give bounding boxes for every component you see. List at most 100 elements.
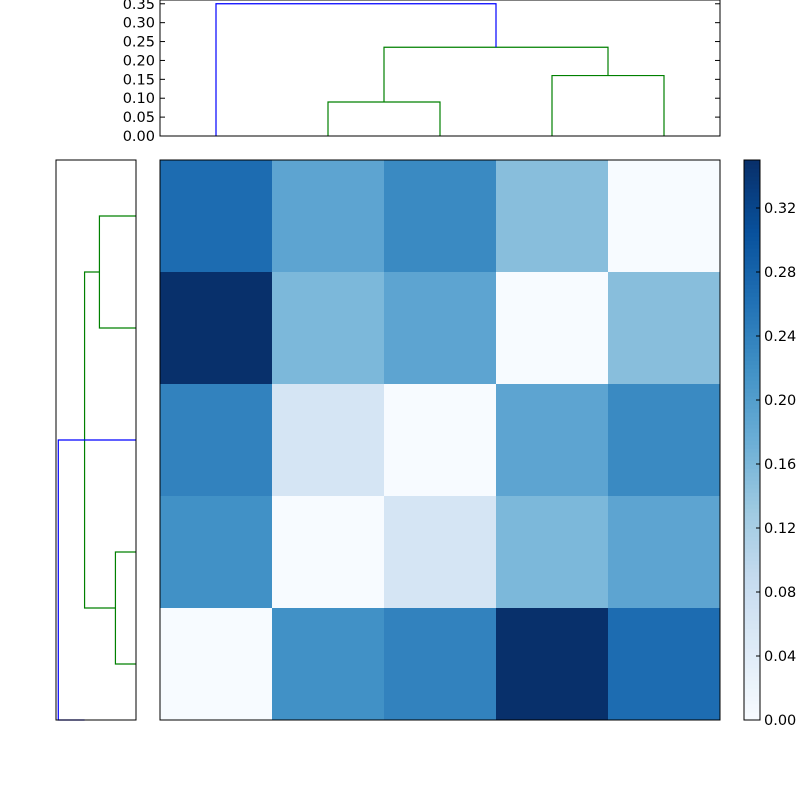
- heatmap-cell-r3-c2: [384, 496, 497, 609]
- colorbar-segment: [744, 700, 760, 705]
- colorbar-segment: [744, 528, 760, 533]
- colorbar-segment: [744, 712, 760, 717]
- colorbar-segment: [744, 628, 760, 633]
- colorbar-segment: [744, 540, 760, 545]
- heatmap: [159, 159, 721, 721]
- colorbar-segment: [744, 284, 760, 289]
- heatmap-cell-r3-c0: [160, 496, 273, 609]
- colorbar-tick-label: 0.00: [764, 713, 796, 729]
- heatmap-cell-r0-c1: [272, 160, 385, 273]
- colorbar-segment: [744, 492, 760, 497]
- colorbar-segment: [744, 696, 760, 701]
- colorbar-segment: [744, 488, 760, 493]
- top-dendrogram-frame: [159, 0, 721, 137]
- colorbar-segment: [744, 268, 760, 273]
- colorbar-segment: [744, 600, 760, 605]
- colorbar-segment: [744, 680, 760, 685]
- colorbar-segment: [744, 172, 760, 177]
- colorbar-segment: [744, 276, 760, 281]
- colorbar-segment: [744, 464, 760, 469]
- colorbar-segment: [744, 524, 760, 529]
- colorbar-segment: [744, 476, 760, 481]
- heatmap-cell-r3-c3: [496, 496, 609, 609]
- colorbar-segment: [744, 704, 760, 709]
- colorbar: 0.00 0.04 0.08 0.12 0.16 0.20 0.24 0.28 0.32: [743, 159, 796, 729]
- colorbar-segment: [744, 548, 760, 553]
- colorbar-tick-label: 0.12: [764, 521, 796, 537]
- heatmap-cell-r2-c0: [160, 384, 273, 497]
- colorbar-tick-label: 0.08: [764, 585, 796, 601]
- colorbar-segment: [744, 232, 760, 237]
- top-dendrogram-link-2: [383, 46, 609, 102]
- colorbar-segment: [744, 480, 760, 485]
- top-dendrogram: 0.00 0.05 0.10 0.15 0.20 0.25 0.30 0.35: [123, 0, 721, 145]
- colorbar-segment: [744, 592, 760, 597]
- heatmap-cell-r4-c1: [272, 608, 385, 721]
- colorbar-segment: [744, 404, 760, 409]
- colorbar-segment: [744, 360, 760, 365]
- colorbar-segment: [744, 468, 760, 473]
- colorbar-segment: [744, 336, 760, 341]
- colorbar-segment: [744, 420, 760, 425]
- colorbar-segment: [744, 272, 760, 277]
- colorbar-segment: [744, 160, 760, 165]
- colorbar-segment: [744, 496, 760, 501]
- colorbar-segment: [744, 716, 760, 721]
- colorbar-segment: [744, 632, 760, 637]
- colorbar-segment: [744, 568, 760, 573]
- top-y-tick-label: 0.25: [123, 35, 155, 51]
- colorbar-segment: [744, 200, 760, 205]
- colorbar-segment: [744, 308, 760, 313]
- colorbar-segment: [744, 424, 760, 429]
- colorbar-segment: [744, 616, 760, 621]
- colorbar-segment: [744, 304, 760, 309]
- colorbar-tick-label: 0.04: [764, 649, 796, 665]
- heatmap-cell-r4-c4: [608, 608, 721, 721]
- heatmap-cell-r1-c4: [608, 272, 721, 385]
- colorbar-segment: [744, 648, 760, 653]
- left-dendrogram-link-0: [114, 551, 136, 665]
- top-y-tick-label: 0.10: [123, 91, 155, 107]
- colorbar-segment: [744, 408, 760, 413]
- colorbar-segment: [744, 612, 760, 617]
- colorbar-segment: [744, 328, 760, 333]
- colorbar-segment: [744, 348, 760, 353]
- top-dendrogram-link-0: [327, 101, 441, 136]
- heatmap-cell-r3-c4: [608, 496, 721, 609]
- heatmap-cell-r0-c0: [160, 160, 273, 273]
- colorbar-segment: [744, 484, 760, 489]
- colorbar-segment: [744, 416, 760, 421]
- top-dendrogram-link-3: [215, 3, 497, 136]
- heatmap-cell-r4-c0: [160, 608, 273, 721]
- colorbar-segment: [744, 244, 760, 249]
- top-y-tick-label: 0.35: [123, 0, 155, 13]
- colorbar-segment: [744, 516, 760, 521]
- colorbar-segment: [744, 640, 760, 645]
- colorbar-segment: [744, 604, 760, 609]
- colorbar-segment: [744, 256, 760, 261]
- colorbar-segment: [744, 556, 760, 561]
- top-dendrogram-link-1: [551, 74, 665, 136]
- colorbar-segment: [744, 196, 760, 201]
- colorbar-segment: [744, 364, 760, 369]
- colorbar-segment: [744, 588, 760, 593]
- colorbar-segment: [744, 656, 760, 661]
- colorbar-segment: [744, 204, 760, 209]
- colorbar-tick-label: 0.16: [764, 457, 796, 473]
- colorbar-segment: [744, 544, 760, 549]
- colorbar-segment: [744, 248, 760, 253]
- heatmap-cell-r4-c3: [496, 608, 609, 721]
- colorbar-segment: [744, 252, 760, 257]
- colorbar-segment: [744, 444, 760, 449]
- colorbar-segment: [744, 164, 760, 169]
- colorbar-segment: [744, 356, 760, 361]
- colorbar-segment: [744, 188, 760, 193]
- colorbar-segment: [744, 316, 760, 321]
- colorbar-segment: [744, 264, 760, 269]
- heatmap-cell-r0-c3: [496, 160, 609, 273]
- heatmap-cell-r1-c2: [384, 272, 497, 385]
- colorbar-segment: [744, 456, 760, 461]
- top-y-tick-label: 0.05: [123, 110, 155, 126]
- colorbar-segment: [744, 380, 760, 385]
- heatmap-cell-r3-c1: [272, 496, 385, 609]
